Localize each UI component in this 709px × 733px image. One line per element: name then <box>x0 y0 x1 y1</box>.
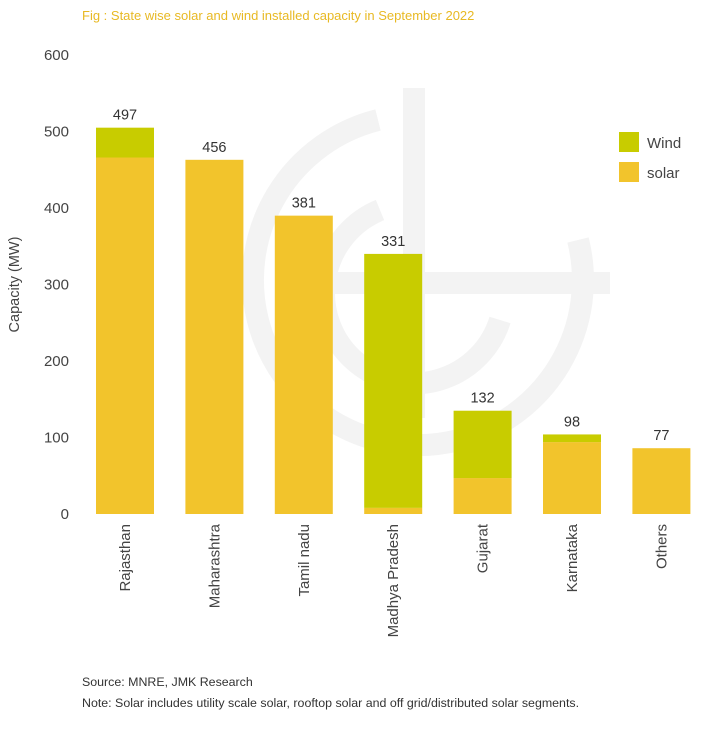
bar-wind-madhya-pradesh <box>364 253 423 508</box>
x-tick-label: Maharashtra <box>206 523 223 608</box>
legend-label-solar: solar <box>647 165 680 182</box>
data-label: 132 <box>470 391 494 407</box>
legend-label-wind: Wind <box>647 135 681 152</box>
watermark-arc-outer <box>242 109 594 457</box>
bar-solar-maharashtra <box>185 159 244 514</box>
y-axis-title: Capacity (MW) <box>7 237 23 333</box>
watermark-arc-inner <box>313 199 511 395</box>
legend: Wind solar <box>619 132 681 182</box>
bar-wind-gujarat <box>453 410 512 479</box>
data-label: 98 <box>564 414 580 430</box>
y-tick-label: 0 <box>61 506 69 523</box>
x-tick-label: Tamil nadu <box>296 524 313 597</box>
x-tick-label: Others <box>653 524 670 569</box>
source-note: Source: MNRE, JMK Research <box>82 675 253 689</box>
y-tick-label: 500 <box>44 124 69 141</box>
bar-solar-rajasthan <box>96 157 154 514</box>
watermark-bar-horizontal <box>300 272 610 294</box>
x-axis: Rajasthan Maharashtra Tamil nadu Madhya Pra… <box>117 523 670 637</box>
x-tick-label: Gujarat <box>475 523 492 573</box>
chart-footer: Source: MNRE, JMK Research Note: Solar i… <box>82 672 602 713</box>
data-label: 497 <box>113 108 137 124</box>
x-tick-label: Rajasthan <box>117 524 134 592</box>
footnote: Note: Solar includes utility scale solar… <box>82 695 580 710</box>
bar-wind-rajasthan <box>96 127 154 158</box>
data-label: 381 <box>292 196 316 212</box>
data-label: 456 <box>202 140 226 156</box>
bar-solar-madhya-pradesh <box>364 507 423 514</box>
y-tick-label: 400 <box>44 200 69 217</box>
bar-chart: 0 100 200 300 400 500 600 Capacity (MW) 497 456 3… <box>7 47 691 637</box>
bars: 497 456 381 331 132 98 77 <box>96 108 691 514</box>
bar-solar-karnataka <box>543 442 601 514</box>
bar-solar-tamil-nadu <box>274 215 333 514</box>
bar-solar-others <box>632 448 691 514</box>
legend-swatch-solar <box>619 162 639 182</box>
legend-swatch-wind <box>619 132 639 152</box>
bar-solar-gujarat <box>453 478 512 514</box>
data-label: 331 <box>381 234 405 250</box>
y-axis: 0 100 200 300 400 500 600 Capacity (MW) <box>7 47 69 523</box>
x-tick-label: Madhya Pradesh <box>385 524 402 637</box>
y-tick-label: 300 <box>44 277 69 294</box>
bar-wind-karnataka <box>543 434 601 443</box>
y-tick-label: 600 <box>44 47 69 64</box>
x-tick-label: Karnataka <box>564 523 581 592</box>
data-label: 77 <box>653 428 669 444</box>
chart-title: Fig : State wise solar and wind installe… <box>82 8 475 23</box>
y-tick-label: 200 <box>44 353 69 370</box>
y-tick-label: 100 <box>44 430 69 447</box>
